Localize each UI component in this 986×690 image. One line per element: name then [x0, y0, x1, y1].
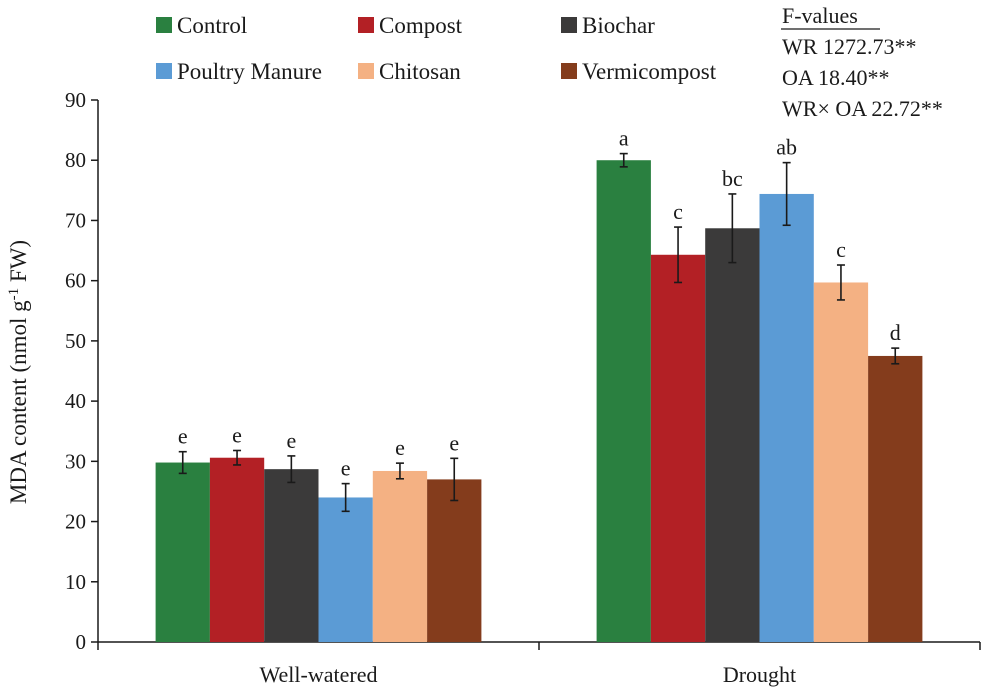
- significance-letters: e e e e e e a c bc ab c d: [178, 126, 901, 481]
- bar-drought-vermicompost: [868, 355, 923, 642]
- significance-letter: c: [836, 237, 846, 262]
- y-tick-label: 70: [65, 208, 86, 232]
- bar-well-watered-compost: [209, 457, 265, 642]
- bar-drought-biochar: [705, 228, 760, 643]
- significance-letter: bc: [722, 166, 743, 191]
- legend: Control Compost Biochar Poultry Manure Chito…: [156, 13, 717, 84]
- bar-drought-poultry-manure: [759, 193, 814, 643]
- y-axis-title-prefix: MDA content (nmol g: [6, 300, 31, 504]
- significance-letter: e: [178, 424, 188, 449]
- legend-label-chitosan: Chitosan: [379, 59, 461, 84]
- bar-well-watered-vermicompost: [427, 479, 482, 642]
- legend-swatch-biochar: [561, 17, 577, 33]
- bar-well-watered-control: [155, 462, 210, 642]
- legend-label-biochar: Biochar: [582, 13, 655, 38]
- y-tick-label: 40: [65, 389, 86, 413]
- significance-letter: d: [890, 320, 901, 345]
- significance-letter: e: [449, 430, 459, 455]
- bars: [155, 160, 923, 643]
- legend-swatch-control: [156, 17, 172, 33]
- legend-swatch-poultry-manure: [156, 63, 172, 79]
- bar-drought-chitosan: [813, 282, 869, 642]
- legend-swatch-compost: [358, 17, 374, 33]
- legend-label-poultry-manure: Poultry Manure: [177, 59, 322, 84]
- y-tick-label: 20: [65, 510, 86, 534]
- legend-swatch-vermicompost: [561, 63, 577, 79]
- x-tick-label-well-watered: Well-watered: [260, 662, 378, 687]
- y-tick-label: 0: [76, 630, 87, 654]
- significance-letter: e: [286, 428, 296, 453]
- f-value-wr-x-oa: WR× OA 22.72**: [782, 96, 943, 121]
- y-tick-label: 80: [65, 148, 86, 172]
- y-tick-label: 50: [65, 329, 86, 353]
- error-bars: [178, 152, 900, 513]
- significance-letter: e: [395, 435, 405, 460]
- y-tick-label: 30: [65, 449, 86, 473]
- f-value-oa: OA 18.40**: [782, 65, 890, 90]
- significance-letter: ab: [776, 135, 797, 160]
- y-axis-title: MDA content (nmol g-1 FW): [6, 240, 31, 504]
- bar-drought-control: [596, 160, 651, 642]
- y-axis-title-superscript: -1: [6, 288, 22, 301]
- f-values-heading: F-values: [782, 3, 858, 28]
- bar-well-watered-poultry-manure: [318, 497, 373, 642]
- significance-letter: a: [619, 126, 629, 151]
- x-tick-label-drought: Drought: [723, 662, 796, 687]
- significance-letter: e: [341, 456, 351, 481]
- y-axis-title-suffix: FW): [6, 240, 31, 288]
- legend-label-control: Control: [177, 13, 247, 38]
- significance-letter: c: [673, 199, 683, 224]
- y-tick-label: 10: [65, 570, 86, 594]
- f-values-box: F-values WR 1272.73** OA 18.40** WR× OA …: [781, 3, 943, 121]
- x-axis: Well-watered Drought: [97, 641, 981, 687]
- legend-label-vermicompost: Vermicompost: [582, 59, 717, 84]
- bar-well-watered-chitosan: [372, 470, 428, 642]
- legend-label-compost: Compost: [379, 13, 463, 38]
- bar-drought-compost: [650, 254, 706, 642]
- significance-letter: e: [232, 422, 242, 447]
- f-value-wr: WR 1272.73**: [782, 34, 916, 59]
- y-tick-label: 60: [65, 269, 86, 293]
- y-axis: 0 10 20 30 40 50 60 70 80 90: [65, 88, 99, 654]
- legend-swatch-chitosan: [358, 63, 374, 79]
- bar-well-watered-biochar: [264, 469, 319, 642]
- y-tick-label: 90: [65, 88, 86, 112]
